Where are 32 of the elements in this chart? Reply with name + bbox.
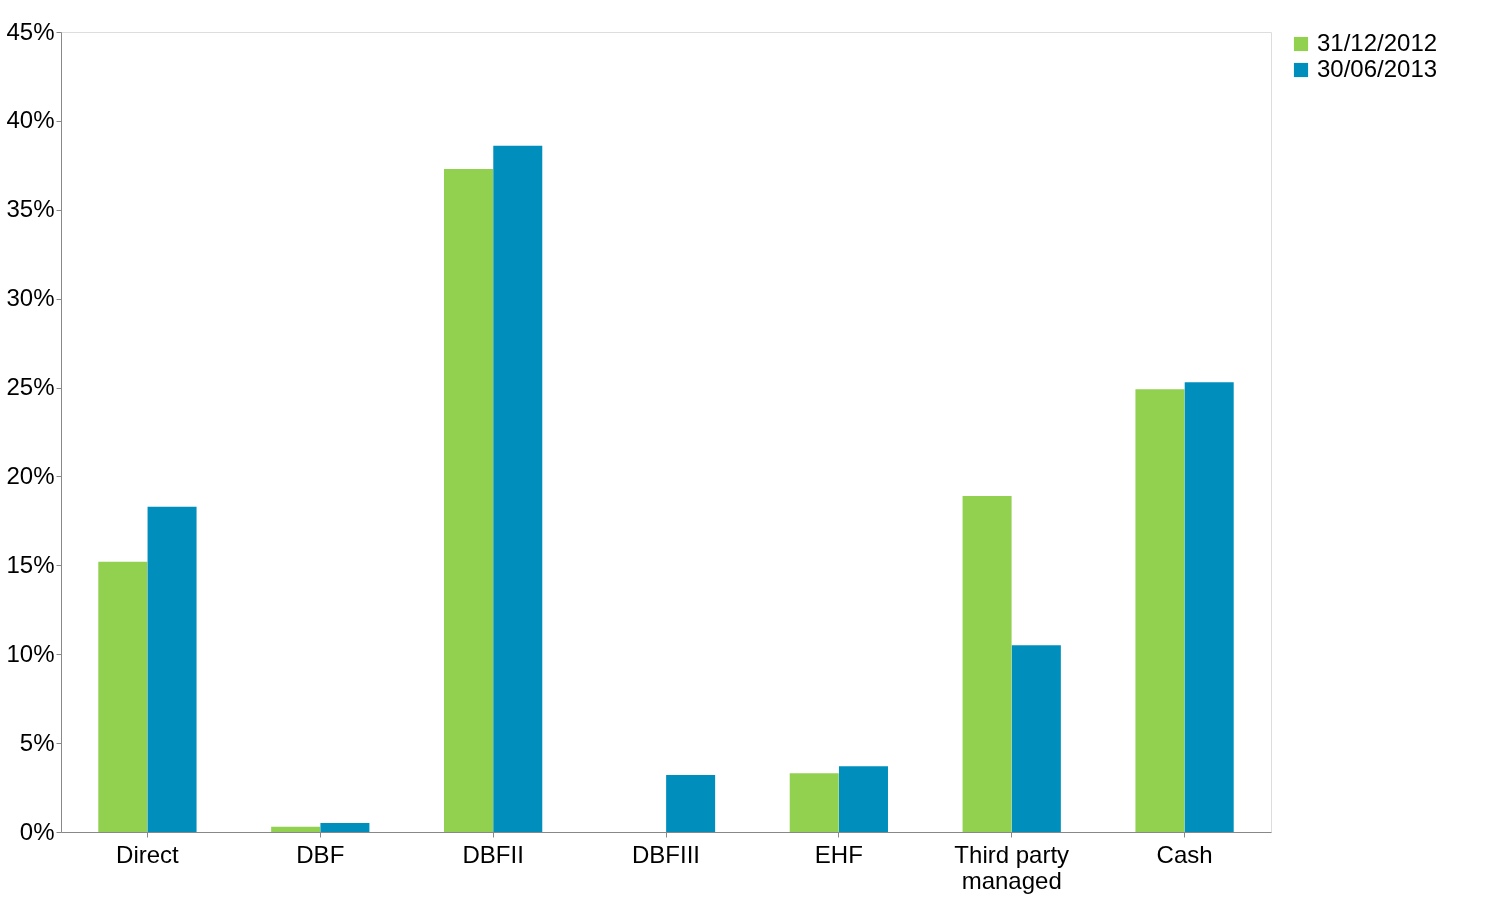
legend-label: 30/06/2013 bbox=[1317, 55, 1438, 82]
bar bbox=[1135, 389, 1185, 832]
bar bbox=[1011, 645, 1061, 832]
y-tick-label: 25% bbox=[6, 373, 55, 401]
bar bbox=[962, 496, 1012, 832]
y-tick-label: 20% bbox=[6, 461, 55, 489]
y-tick-label: 45% bbox=[6, 17, 55, 45]
bar bbox=[320, 823, 370, 832]
y-tick-label: 40% bbox=[6, 106, 55, 134]
y-tick-label: 30% bbox=[6, 284, 55, 312]
bar bbox=[838, 766, 888, 832]
y-tick-label: 5% bbox=[19, 728, 55, 756]
x-tick-label: Direct bbox=[116, 840, 180, 868]
x-tick-label: Cash bbox=[1156, 840, 1213, 868]
x-tick-label: DBFII bbox=[462, 840, 524, 868]
y-tick-label: 35% bbox=[6, 195, 55, 223]
x-tick-label: EHF bbox=[814, 840, 863, 868]
x-tick-label: DBF bbox=[296, 840, 345, 868]
bar bbox=[271, 826, 321, 832]
bar bbox=[666, 775, 716, 832]
x-tick-label: Third party managed bbox=[954, 840, 1070, 894]
bar bbox=[1184, 382, 1234, 832]
bar bbox=[444, 168, 494, 832]
y-tick-label: 0% bbox=[19, 817, 55, 845]
bar bbox=[789, 773, 839, 832]
y-tick-label: 15% bbox=[6, 550, 55, 578]
x-tick-label: DBFIII bbox=[631, 840, 701, 868]
bar bbox=[98, 561, 148, 832]
bar bbox=[147, 506, 197, 832]
legend-label: 31/12/2012 bbox=[1317, 29, 1438, 56]
bar bbox=[493, 145, 543, 832]
y-tick-label: 10% bbox=[6, 639, 55, 667]
